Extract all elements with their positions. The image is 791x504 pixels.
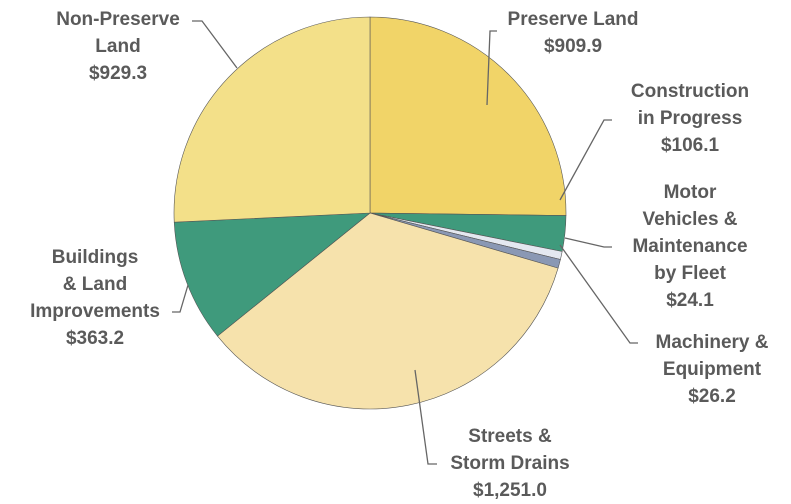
slice-label: Vehicles & xyxy=(642,209,737,230)
slice-label: Land xyxy=(95,36,140,57)
leader-line xyxy=(564,237,612,248)
slice-label: Motor xyxy=(664,182,717,203)
slice-label: Construction xyxy=(631,81,749,102)
slice-label: Streets & xyxy=(468,426,552,447)
leader-line xyxy=(486,30,497,106)
slice-label: by Fleet xyxy=(654,263,726,284)
value-label: $24.1 xyxy=(666,290,714,311)
leader-line xyxy=(192,20,238,69)
pie-slice xyxy=(369,16,567,216)
leader-line xyxy=(172,284,189,313)
value-label: $363.2 xyxy=(66,328,124,349)
leader-line xyxy=(559,119,612,201)
value-label: $929.3 xyxy=(89,63,147,84)
pie-slice xyxy=(173,212,371,337)
value-label: $106.1 xyxy=(661,135,720,156)
leader-line xyxy=(414,369,437,465)
pie-slice xyxy=(217,212,559,410)
slice-label: Preserve Land xyxy=(508,9,639,30)
slice-label: Equipment xyxy=(663,359,762,380)
slice-label: Improvements xyxy=(30,301,160,322)
value-label: $909.9 xyxy=(544,36,602,57)
slice-label: Machinery & xyxy=(656,332,769,353)
leader-line xyxy=(559,244,638,344)
value-label: $1,251.0 xyxy=(473,480,547,501)
slice-label: in Progress xyxy=(638,108,743,129)
pie-slice xyxy=(173,16,371,223)
slice-label: Buildings xyxy=(52,247,139,268)
value-label: $26.2 xyxy=(688,386,736,407)
slice-label: Maintenance xyxy=(632,236,747,257)
slice-label: Storm Drains xyxy=(450,453,569,474)
slice-label: & Land xyxy=(63,274,127,295)
slice-label: Non-Preserve xyxy=(56,9,180,30)
